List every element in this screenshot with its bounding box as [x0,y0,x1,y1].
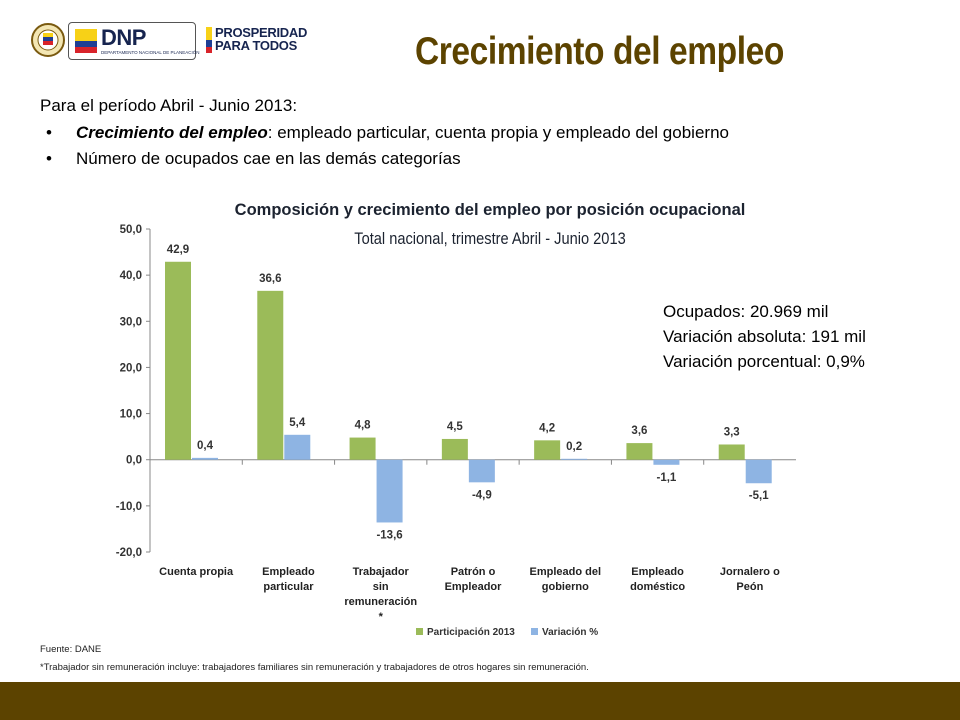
legend-swatch [531,628,538,635]
data-label: 42,9 [167,244,189,256]
bullet-bold-text: Crecimiento del empleo [76,123,268,142]
variacion-absoluta-text: Variación absoluta: 191 mil [663,327,866,346]
dnp-logo-text: DNP [101,25,146,50]
x-tick-label: Trabajador [353,566,410,578]
data-label: -4,9 [472,489,492,501]
data-label: -1,1 [657,472,677,484]
variacion-bar [376,459,403,523]
x-tick-label: Peón [736,581,763,593]
data-label: 3,6 [631,425,647,437]
data-label: -5,1 [749,490,769,502]
data-label: 0,2 [566,441,582,453]
source-footnote: Fuente: DANE [40,644,102,655]
pp-line2: PARA TODOS [215,38,297,53]
x-tick-label: * [379,611,384,623]
prosperidad-logo: PROSPERIDAD PARA TODOS [206,26,326,58]
note-footnote: *Trabajador sin remuneración incluye: tr… [40,662,589,673]
x-tick-label: Empleado del [530,566,602,578]
page-title: Crecimiento del empleo [415,30,784,73]
ocupados-text: Ocupados: 20.969 mil [663,302,829,321]
x-tick-label: gobierno [542,581,589,593]
x-tick-label: Jornalero o [720,566,780,578]
x-tick-label: Empleador [445,581,503,593]
data-label: 3,3 [724,426,740,438]
data-label: -13,6 [376,529,402,541]
y-tick-label: 20,0 [120,362,142,374]
x-tick-label: sin [373,581,389,593]
chart-subtitle: Total nacional, trimestre Abril - Junio … [354,229,626,248]
bullet-item: • Crecimiento del empleo: empleado parti… [46,122,729,148]
bullet-symbol: • [46,149,52,168]
bar-chart: -20,0 -10,0 0,0 10,0 20,0 30,0 40,0 50,0 42,9 0,4… [116,224,796,638]
x-tick-label: Empleado [631,566,684,578]
participacion-bar [534,440,561,460]
variacion-bar [284,434,311,460]
x-tick-label: particular [263,581,314,593]
data-label: 4,8 [355,420,372,432]
participacion-bar [441,438,468,460]
data-label: 0,4 [197,440,214,452]
footer-bar [0,682,960,720]
legend-label: Participación 2013 [427,627,515,638]
x-tick-label: Cuenta propia [159,566,234,578]
y-tick-label: 10,0 [120,409,142,421]
logos: DNP DEPARTAMENTO NACIONAL DE PLANEACIÓN … [30,22,307,62]
colombia-seal-icon [31,23,65,57]
participacion-bar [349,437,376,460]
variacion-porcentual-text: Variación porcentual: 0,9% [663,352,865,371]
flag-stripe-icon [206,27,212,53]
bullet-item: • Número de ocupados cae en las demás ca… [46,148,729,174]
period-text: Para el período Abril - Junio 2013: [40,96,298,115]
flag-icon [75,29,97,53]
participacion-bar [718,444,745,460]
dnp-logo: DNP DEPARTAMENTO NACIONAL DE PLANEACIÓN [68,22,200,60]
variacion-bar [653,459,680,465]
bullet-text: Número de ocupados cae en las demás cate… [76,149,461,168]
variacion-bar [192,457,218,460]
x-tick-label: remuneración [344,596,417,608]
data-label: 5,4 [289,417,306,429]
bullet-symbol: • [46,123,52,142]
participacion-bar [165,261,191,460]
x-tick-label: doméstico [630,581,685,593]
legend-swatch [416,628,423,635]
data-label: 36,6 [259,273,281,285]
pp-line1: PROSPERIDAD [215,25,308,40]
variacion-bar [745,459,772,484]
y-tick-label: 0,0 [126,455,142,467]
x-tick-label: Empleado [262,566,315,578]
participacion-bar [626,443,653,460]
y-tick-label: -20,0 [116,547,142,559]
variacion-bar [561,458,588,460]
y-tick-label: 40,0 [120,270,142,282]
data-label: 4,5 [447,421,464,433]
y-tick-label: -10,0 [116,501,142,513]
legend-label: Variación % [542,627,598,638]
stats-box: Ocupados: 20.969 mil Variación absoluta:… [663,299,866,374]
variacion-bar [468,459,495,483]
participacion-bar [257,290,284,460]
bullet-list: • Crecimiento del empleo: empleado parti… [46,122,729,174]
data-label: 4,2 [539,422,555,434]
prosperidad-logo-text: PROSPERIDAD PARA TODOS [215,26,307,52]
x-tick-label: Patrón o [451,566,496,578]
chart-title: Composición y crecimiento del empleo por… [234,201,746,219]
bullet-text: : empleado particular, cuenta propia y e… [267,123,729,142]
y-tick-label: 50,0 [120,224,142,236]
y-tick-label: 30,0 [120,316,142,328]
dnp-logo-subtitle: DEPARTAMENTO NACIONAL DE PLANEACIÓN [101,50,200,55]
